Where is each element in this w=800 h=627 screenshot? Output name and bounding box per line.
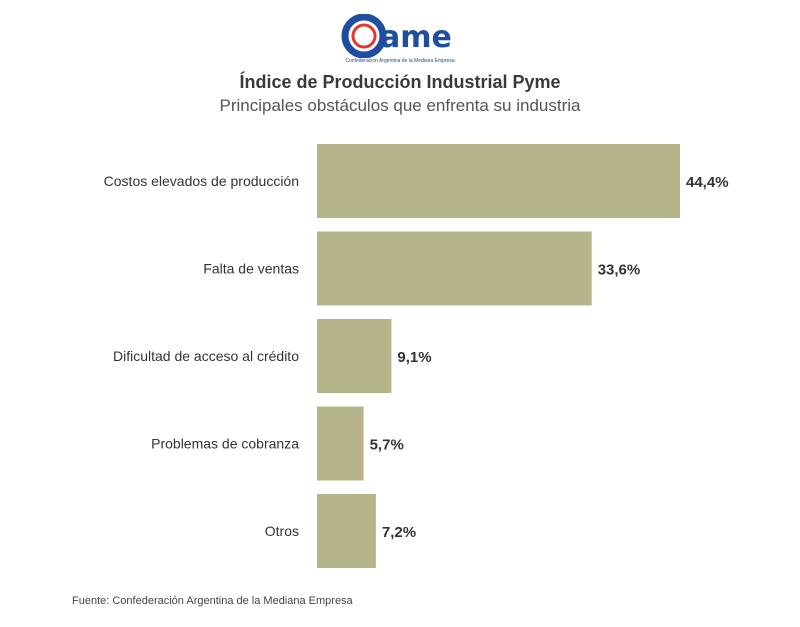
bar-chart: Costos elevados de producción 44,4% Falta … [104, 144, 729, 568]
value-label: 7,2% [382, 524, 416, 541]
category-label: Problemas de cobranza [151, 436, 299, 452]
value-label: 33,6% [598, 262, 641, 279]
bar [317, 144, 680, 218]
chart-subtitle: Principales obstáculos que enfrenta su i… [219, 96, 581, 115]
value-label: 44,4% [686, 174, 729, 191]
source-note: Fuente: Confederación Argentina de la Me… [72, 595, 353, 607]
logo-ring-outer [341, 14, 387, 58]
bar [317, 231, 592, 306]
value-label: 5,7% [370, 437, 404, 454]
came-logo-mark: ame [341, 14, 452, 58]
category-label: Falta de ventas [203, 261, 299, 277]
bar [317, 406, 364, 481]
bar [317, 319, 392, 393]
bar [317, 494, 376, 568]
logo-word: ame [380, 20, 452, 55]
chart-title: Índice de Producción Industrial Pyme [239, 72, 561, 92]
category-label: Otros [265, 523, 299, 539]
came-logo: ame Confederación Argentina de la Median… [340, 14, 460, 74]
category-label: Dificultad de acceso al crédito [113, 348, 299, 364]
logo-subtitle: Confederación Argentina de la Mediana Em… [345, 58, 455, 64]
value-label: 9,1% [397, 349, 431, 366]
logo-ring-accent [351, 23, 377, 49]
category-label: Costos elevados de producción [104, 173, 299, 189]
